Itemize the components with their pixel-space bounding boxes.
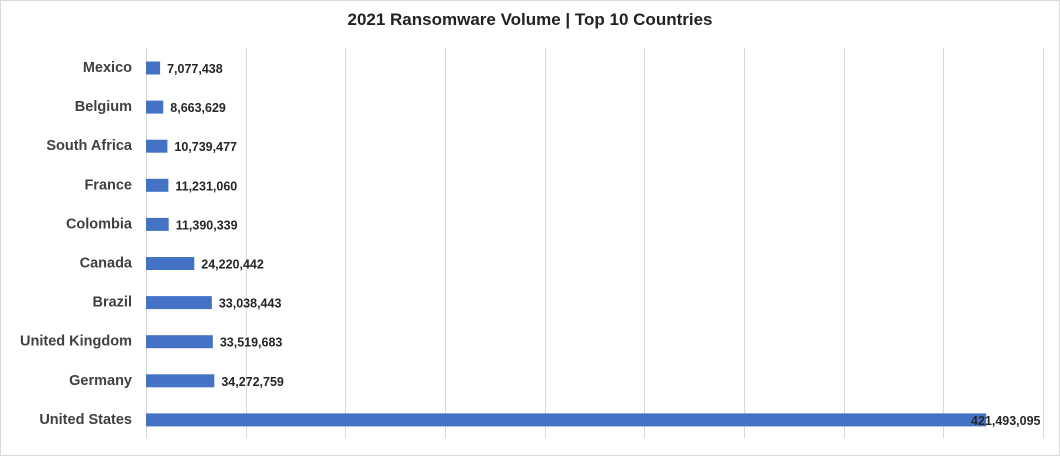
bar (146, 257, 195, 270)
value-label: 33,519,683 (220, 336, 283, 350)
category-label: France (84, 177, 132, 193)
bar (146, 217, 169, 231)
value-label: 11,390,339 (176, 218, 238, 232)
value-label: 24,220,442 (201, 258, 264, 272)
category-label: Brazil (93, 295, 133, 311)
value-label: 11,231,060 (175, 179, 237, 193)
category-label: Germany (69, 373, 132, 389)
value-label: 10,739,477 (174, 140, 237, 154)
bar (146, 296, 212, 310)
category-label: Mexico (83, 60, 132, 76)
category-label: Colombia (66, 216, 133, 232)
bar (146, 100, 164, 114)
chart-title: 2021 Ransomware Volume | Top 10 Countrie… (347, 10, 713, 29)
category-label: South Africa (46, 138, 133, 154)
bar (146, 139, 168, 153)
category-label: Belgium (75, 99, 132, 115)
category-label: Canada (80, 256, 133, 272)
value-label: 34,272,759 (221, 375, 284, 389)
bars (146, 61, 987, 427)
gridlines (146, 48, 1044, 438)
value-label: 421,493,095 (971, 414, 1041, 428)
category-labels: Mexico Belgium South Africa France Colombia C… (20, 60, 133, 428)
bar (146, 61, 161, 75)
value-label: 7,077,438 (167, 62, 223, 76)
bar (146, 178, 169, 192)
value-label: 8,663,629 (170, 101, 226, 115)
bar (146, 335, 213, 349)
bar (146, 413, 987, 427)
value-labels: 7,077,438 8,663,629 10,739,477 11,231,060 11… (167, 62, 1040, 428)
category-label: United Kingdom (20, 334, 132, 350)
bar (146, 374, 215, 388)
value-label: 33,038,443 (219, 297, 282, 311)
category-label: United States (39, 412, 132, 428)
